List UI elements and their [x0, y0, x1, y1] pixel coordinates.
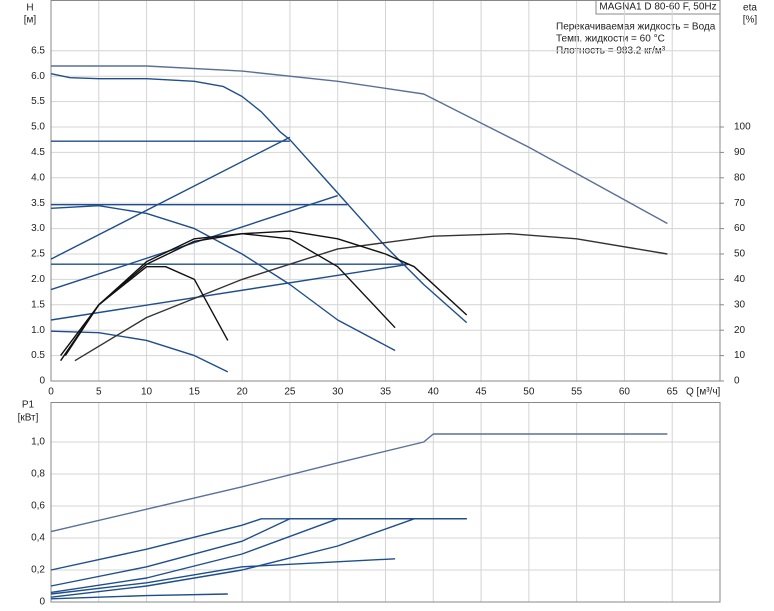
y2-axis-unit: [%] [743, 15, 758, 26]
y-axis-name: H [26, 3, 33, 14]
p1-axis-name: P1 [22, 400, 35, 411]
y-tick-label: 0 [39, 376, 45, 387]
y-tick-label: 1.5 [31, 299, 45, 310]
x-tick-label: 5 [96, 387, 102, 398]
curve [50, 194, 338, 291]
y-tick-label: 0,8 [31, 469, 45, 480]
y-axis-unit: [м] [24, 15, 37, 26]
y2-tick-label: 60 [734, 223, 746, 234]
info-line: Перекачиваемая жидкость = Вода [556, 22, 716, 33]
curve [50, 433, 668, 533]
curve [50, 205, 396, 352]
y2-tick-label: 10 [734, 350, 746, 361]
curve [60, 230, 468, 357]
curve [50, 73, 468, 324]
y-tick-label: 1,0 [31, 437, 45, 448]
y-tick-label: 3.0 [31, 223, 45, 234]
y2-tick-label: 50 [734, 249, 746, 260]
info-line: Темп. жидкости = 60 °C [556, 34, 665, 45]
curve [50, 518, 467, 594]
y2-tick-label: 0 [734, 376, 740, 387]
curve [60, 266, 229, 362]
y2-tick-label: 20 [734, 325, 746, 336]
y-tick-label: 6.5 [31, 45, 45, 56]
x-tick-label: 45 [476, 387, 488, 398]
x-tick-label: 35 [380, 387, 392, 398]
x-tick-label: 55 [571, 387, 583, 398]
y2-axis-name: eta [743, 3, 757, 14]
y2-tick-label: 70 [734, 198, 746, 209]
chart-title: MAGNA1 D 80-60 F, 50Hz [599, 2, 716, 13]
y-tick-label: 2.0 [31, 274, 45, 285]
y-tick-label: 0,6 [31, 501, 45, 512]
y2-tick-label: 90 [734, 147, 746, 158]
y-tick-label: 1.0 [31, 325, 45, 336]
curve [50, 558, 396, 595]
x-tick-label: 0 [48, 387, 54, 398]
x-tick-label: 60 [619, 387, 631, 398]
y-tick-label: 4.0 [31, 172, 45, 183]
y-tick-label: 0,2 [31, 565, 45, 576]
y-tick-label: 4.5 [31, 147, 45, 158]
curve [50, 593, 228, 600]
p1-axis-unit: [кВт] [18, 413, 39, 424]
x-tick-label: 30 [332, 387, 344, 398]
x-tick-label: 40 [428, 387, 440, 398]
y2-tick-label: 100 [734, 122, 751, 133]
y-tick-label: 5.0 [31, 122, 45, 133]
y2-tick-label: 30 [734, 299, 746, 310]
y-tick-label: 0.5 [31, 350, 45, 361]
y-tick-label: 0 [39, 597, 45, 608]
x-tick-label: 20 [237, 387, 249, 398]
x-axis-label: Q [м³/ч] [686, 387, 721, 398]
curve [50, 330, 229, 373]
curve [74, 233, 668, 362]
y-tick-label: 2.5 [31, 249, 45, 260]
y2-tick-label: 80 [734, 172, 746, 183]
curve [50, 518, 467, 587]
curve [51, 65, 668, 225]
y-tick-label: 5.5 [31, 96, 45, 107]
x-tick-label: 50 [523, 387, 535, 398]
curve [50, 518, 467, 571]
plot-frame [50, 402, 721, 603]
x-tick-label: 10 [141, 387, 153, 398]
curve [50, 518, 467, 598]
y2-tick-label: 40 [734, 274, 746, 285]
x-tick-label: 65 [667, 387, 679, 398]
x-tick-label: 15 [189, 387, 201, 398]
curve [50, 263, 410, 321]
y-tick-label: 0,4 [31, 533, 45, 544]
y-tick-label: 6.0 [31, 71, 45, 82]
plot-frame [50, 0, 721, 382]
x-tick-label: 25 [284, 387, 296, 398]
y-tick-label: 3.5 [31, 198, 45, 209]
curve [50, 136, 291, 260]
